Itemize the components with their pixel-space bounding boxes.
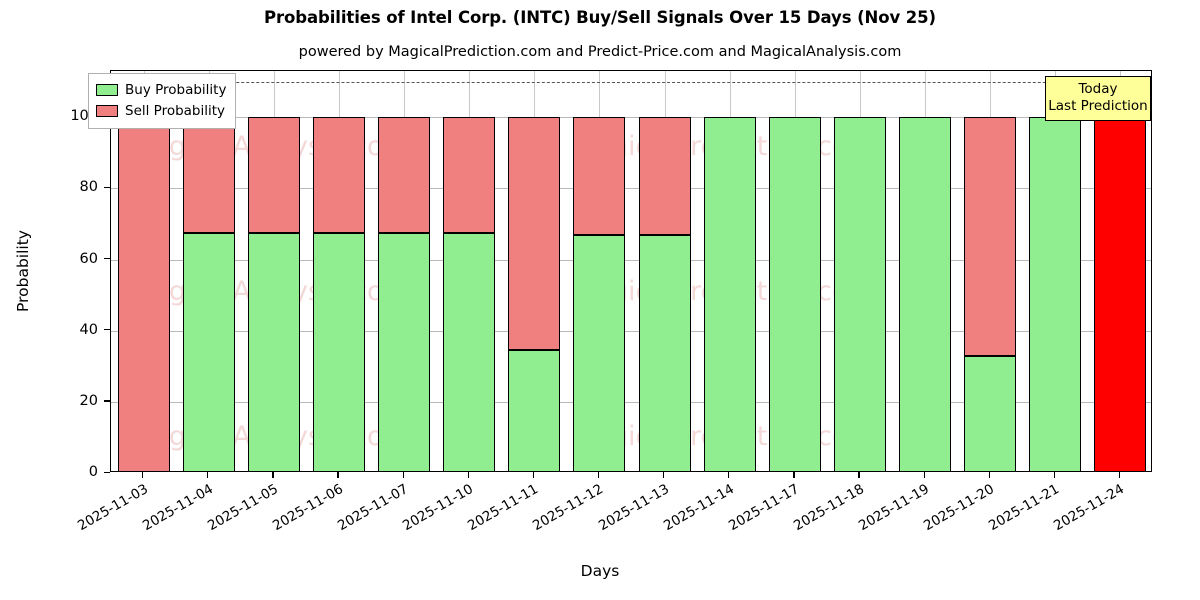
bar-sell bbox=[638, 117, 691, 235]
x-tick-mark bbox=[1053, 472, 1055, 478]
bar-sell bbox=[312, 117, 365, 233]
bar-today bbox=[1094, 117, 1147, 471]
bar-sell bbox=[964, 117, 1017, 356]
y-axis-label: Probability bbox=[14, 230, 32, 312]
bar-buy bbox=[443, 232, 496, 471]
legend-label-buy: Buy Probability bbox=[125, 82, 227, 98]
legend-swatch-buy bbox=[96, 84, 118, 97]
legend-swatch-sell bbox=[96, 105, 118, 118]
x-tick-mark bbox=[532, 472, 534, 478]
y-tick-label: 40 bbox=[79, 321, 98, 338]
x-tick-label: 2025-11-13 bbox=[595, 481, 672, 535]
x-tick-label: 2025-11-07 bbox=[335, 481, 412, 535]
x-tick-mark bbox=[597, 472, 600, 478]
y-tick-mark bbox=[104, 258, 110, 260]
bar-sell bbox=[247, 117, 300, 233]
x-axis-label: Days bbox=[580, 562, 620, 580]
chart-legend: Buy Probability Sell Probability bbox=[88, 73, 237, 129]
x-tick-label: 2025-11-12 bbox=[530, 481, 607, 535]
gridline-horizontal bbox=[111, 401, 1151, 403]
x-tick-mark bbox=[142, 472, 144, 478]
x-tick-mark bbox=[207, 472, 209, 478]
x-tick-label: 2025-11-18 bbox=[790, 481, 867, 535]
x-tick-mark bbox=[337, 472, 339, 478]
y-tick-mark bbox=[104, 329, 110, 331]
x-tick-mark bbox=[467, 472, 469, 478]
x-tick-label: 2025-11-20 bbox=[921, 481, 998, 535]
x-tick-label: 2025-11-10 bbox=[400, 481, 477, 535]
bar-sell bbox=[182, 117, 235, 233]
x-tick-label: 2025-11-05 bbox=[204, 481, 281, 535]
x-tick-mark bbox=[663, 472, 665, 478]
x-tick-label: 2025-11-14 bbox=[660, 481, 737, 535]
x-tick-mark bbox=[272, 472, 274, 478]
bar-buy bbox=[312, 232, 365, 471]
legend-item-sell: Sell Probability bbox=[96, 101, 226, 122]
today-annotation-line2: Last Prediction bbox=[1048, 97, 1148, 114]
x-tick-mark bbox=[402, 472, 404, 478]
reference-line bbox=[111, 81, 1151, 83]
x-tick-mark bbox=[1118, 472, 1121, 478]
bar-buy bbox=[964, 355, 1017, 471]
gridline-horizontal bbox=[111, 330, 1151, 332]
bar-buy bbox=[638, 234, 691, 471]
legend-item-buy: Buy Probability bbox=[96, 80, 226, 101]
x-tick-mark bbox=[858, 472, 860, 478]
chart-subtitle: powered by MagicalPrediction.com and Pre… bbox=[298, 44, 902, 60]
bar-buy bbox=[703, 117, 756, 471]
x-tick-mark bbox=[793, 472, 795, 478]
bar-buy bbox=[508, 350, 561, 471]
bar-buy bbox=[1029, 117, 1082, 471]
gridline-horizontal bbox=[111, 259, 1151, 261]
bar-buy bbox=[899, 117, 952, 471]
bar-buy bbox=[182, 232, 235, 471]
x-tick-label: 2025-11-04 bbox=[139, 481, 216, 535]
x-tick-label: 2025-11-24 bbox=[1051, 481, 1128, 535]
today-annotation: Today Last Prediction bbox=[1045, 76, 1151, 121]
bar-sell bbox=[443, 117, 496, 233]
y-tick-mark bbox=[104, 471, 110, 473]
plot-area: MagicalAnalysis.comMagicalPrediction.com… bbox=[110, 70, 1152, 472]
y-tick-label: 0 bbox=[88, 464, 98, 480]
plot-inner: MagicalAnalysis.comMagicalPrediction.com… bbox=[111, 71, 1151, 471]
today-annotation-line1: Today bbox=[1078, 81, 1118, 97]
bar-sell bbox=[378, 117, 431, 233]
gridline-horizontal bbox=[111, 117, 1151, 119]
y-tick-label: 80 bbox=[79, 179, 98, 196]
x-tick-label: 2025-11-17 bbox=[725, 481, 802, 535]
y-tick-label: 20 bbox=[79, 392, 98, 409]
x-tick-mark bbox=[988, 472, 990, 478]
x-tick-mark bbox=[728, 472, 730, 478]
gridline-horizontal bbox=[111, 188, 1151, 190]
y-tick-mark bbox=[104, 400, 110, 402]
x-tick-label: 2025-11-03 bbox=[74, 481, 151, 535]
bar-buy bbox=[833, 117, 886, 471]
bar-buy bbox=[378, 232, 431, 471]
y-tick-label: 60 bbox=[79, 250, 98, 267]
bar-sell bbox=[117, 117, 170, 471]
bar-buy bbox=[768, 117, 821, 471]
x-tick-label: 2025-11-06 bbox=[269, 481, 346, 535]
bar-buy bbox=[247, 232, 300, 471]
x-tick-label: 2025-11-11 bbox=[465, 481, 542, 535]
chart-title: Probabilities of Intel Corp. (INTC) Buy/… bbox=[264, 8, 936, 27]
bar-sell bbox=[508, 117, 561, 351]
y-tick-mark bbox=[104, 186, 110, 189]
x-tick-label: 2025-11-21 bbox=[986, 481, 1063, 535]
bar-sell bbox=[573, 117, 626, 235]
x-tick-mark bbox=[923, 472, 925, 478]
x-tick-label: 2025-11-19 bbox=[856, 481, 933, 535]
bar-buy bbox=[573, 234, 626, 471]
legend-label-sell: Sell Probability bbox=[125, 102, 226, 119]
